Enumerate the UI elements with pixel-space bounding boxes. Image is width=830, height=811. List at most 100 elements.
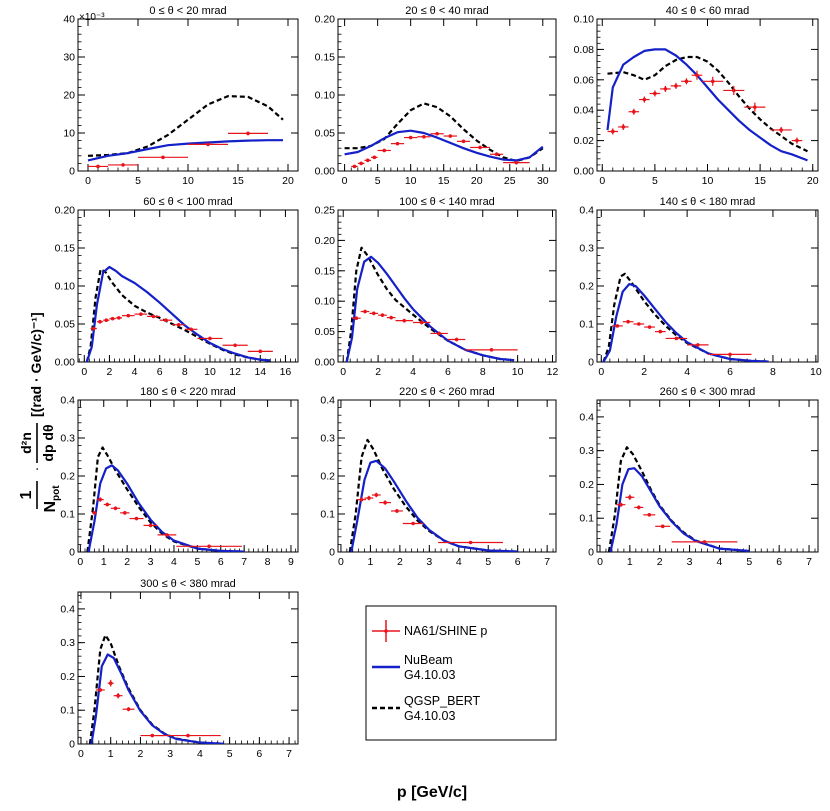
data-point xyxy=(88,164,108,169)
x-tick-label: 1 xyxy=(108,748,114,760)
panel-5: 100 ≤ θ < 140 mrad 0 2 4 6 8 10 12 0.00 0.05 0.10 0… xyxy=(315,196,559,378)
x-tick-label: 6 xyxy=(727,366,733,378)
panel-title: 60 ≤ θ < 100 mrad xyxy=(143,196,233,208)
x-tick-label: 1 xyxy=(101,556,107,568)
y-axis-exponent: ×10⁻³ xyxy=(79,12,105,23)
x-tick-label: 3 xyxy=(687,556,693,568)
legend-qgsp-label-line2: G4.10.03 xyxy=(404,709,455,723)
qgsp-bert-curve xyxy=(344,102,544,163)
nubeam-curve xyxy=(345,255,515,362)
qgsp-bert-curve xyxy=(602,272,769,362)
plot-area xyxy=(345,246,518,362)
y-tick-label: 0.3 xyxy=(60,433,75,445)
data-point xyxy=(143,523,158,528)
panel-title: 140 ≤ θ < 180 mrad xyxy=(660,196,756,208)
data-point xyxy=(443,134,457,138)
data-point xyxy=(447,337,466,342)
data-point xyxy=(96,319,104,324)
data-point xyxy=(107,679,114,687)
x-tick-label: 10 xyxy=(405,175,417,187)
x-tick-label: 6 xyxy=(218,556,224,568)
panel-frame xyxy=(77,591,299,745)
y-tick-label: 0.2 xyxy=(60,671,75,683)
data-point xyxy=(222,343,248,348)
x-tick-label: 6 xyxy=(515,556,521,568)
data-point xyxy=(607,128,619,135)
data-point xyxy=(417,135,431,139)
x-tick-label: 6 xyxy=(776,556,782,568)
x-tick-label: 10 xyxy=(182,175,194,187)
legend: NA61/SHINE p NuBeam G4.10.03 QGSP_BERT G… xyxy=(365,605,557,741)
y-tick-label: 0.02 xyxy=(574,135,595,147)
x-tick-label: 0 xyxy=(77,556,83,568)
data-point xyxy=(386,315,396,320)
data-point xyxy=(115,316,122,320)
y-tick-label: 0 xyxy=(69,739,75,751)
y-tick-label: 0.4 xyxy=(579,411,594,423)
panel-frame xyxy=(77,18,299,172)
nubeam-curve xyxy=(609,467,750,552)
panel-title: 260 ≤ θ < 300 mrad xyxy=(660,386,756,398)
nubeam-curve xyxy=(90,653,224,744)
panel-frame xyxy=(337,209,557,363)
data-point xyxy=(670,82,682,89)
data-point xyxy=(628,108,640,115)
y-tick-label: 0.06 xyxy=(574,74,595,86)
qgsp-bert-curve xyxy=(86,446,245,552)
data-point xyxy=(404,135,418,140)
data-point xyxy=(390,141,405,146)
data-point xyxy=(134,312,148,316)
data-point xyxy=(159,318,173,323)
data-point xyxy=(109,316,116,321)
data-point xyxy=(364,495,374,501)
data-point xyxy=(791,137,803,144)
y-tick-label: 0.10 xyxy=(315,90,336,102)
data-point xyxy=(364,158,372,163)
data-point xyxy=(634,505,644,510)
data-point xyxy=(708,352,752,357)
x-tick-label: 0 xyxy=(342,175,348,187)
data-point xyxy=(371,492,381,498)
data-point xyxy=(172,322,185,327)
plot-area xyxy=(88,634,224,744)
x-tick-label: 9 xyxy=(288,556,294,568)
data-point xyxy=(147,314,160,319)
y-tick-label: 0.4 xyxy=(60,395,75,407)
y-tick-label: 0.05 xyxy=(55,319,76,331)
panel-frame xyxy=(596,209,819,363)
panel-frame xyxy=(77,209,299,363)
nubeam-curve xyxy=(344,129,544,162)
data-point xyxy=(681,78,692,85)
nubeam-curve xyxy=(85,265,271,362)
y-tick-label: 0.4 xyxy=(579,205,594,217)
ylabel-dot: · xyxy=(28,467,44,472)
y-tick-label: 0.1 xyxy=(60,705,75,717)
data-point xyxy=(103,502,111,507)
x-tick-label: 25 xyxy=(504,175,516,187)
y-tick-label: 0.2 xyxy=(320,471,335,483)
x-tick-label: 3 xyxy=(167,748,173,760)
panel-3: 40 ≤ θ < 60 mrad 0 5 10 15 20 0.00 0.02 0.04 0.06… xyxy=(574,5,819,187)
data-point xyxy=(654,329,666,334)
data-point xyxy=(138,155,188,160)
legend-data-symbol xyxy=(372,620,400,642)
data-point xyxy=(489,152,504,157)
data-point xyxy=(357,497,366,502)
x-tick-label: 8 xyxy=(265,556,271,568)
data-point xyxy=(377,148,391,153)
panel-title: 180 ≤ θ < 220 mrad xyxy=(140,386,236,398)
y-tick-label: 0.1 xyxy=(579,513,594,525)
x-tick-label: 5 xyxy=(746,556,752,568)
data-point xyxy=(379,500,392,505)
data-point xyxy=(120,510,130,515)
y-tick-label: 0.20 xyxy=(315,14,336,26)
data-point xyxy=(188,142,228,147)
data-point xyxy=(430,131,444,136)
x-tick-label: 0 xyxy=(599,175,605,187)
data-point xyxy=(660,85,671,92)
data-point xyxy=(470,145,490,150)
data-point xyxy=(618,123,629,130)
nubeam-curve xyxy=(606,48,808,162)
x-tick-label: 8 xyxy=(480,366,486,378)
qgsp-bert-curve xyxy=(345,246,515,362)
